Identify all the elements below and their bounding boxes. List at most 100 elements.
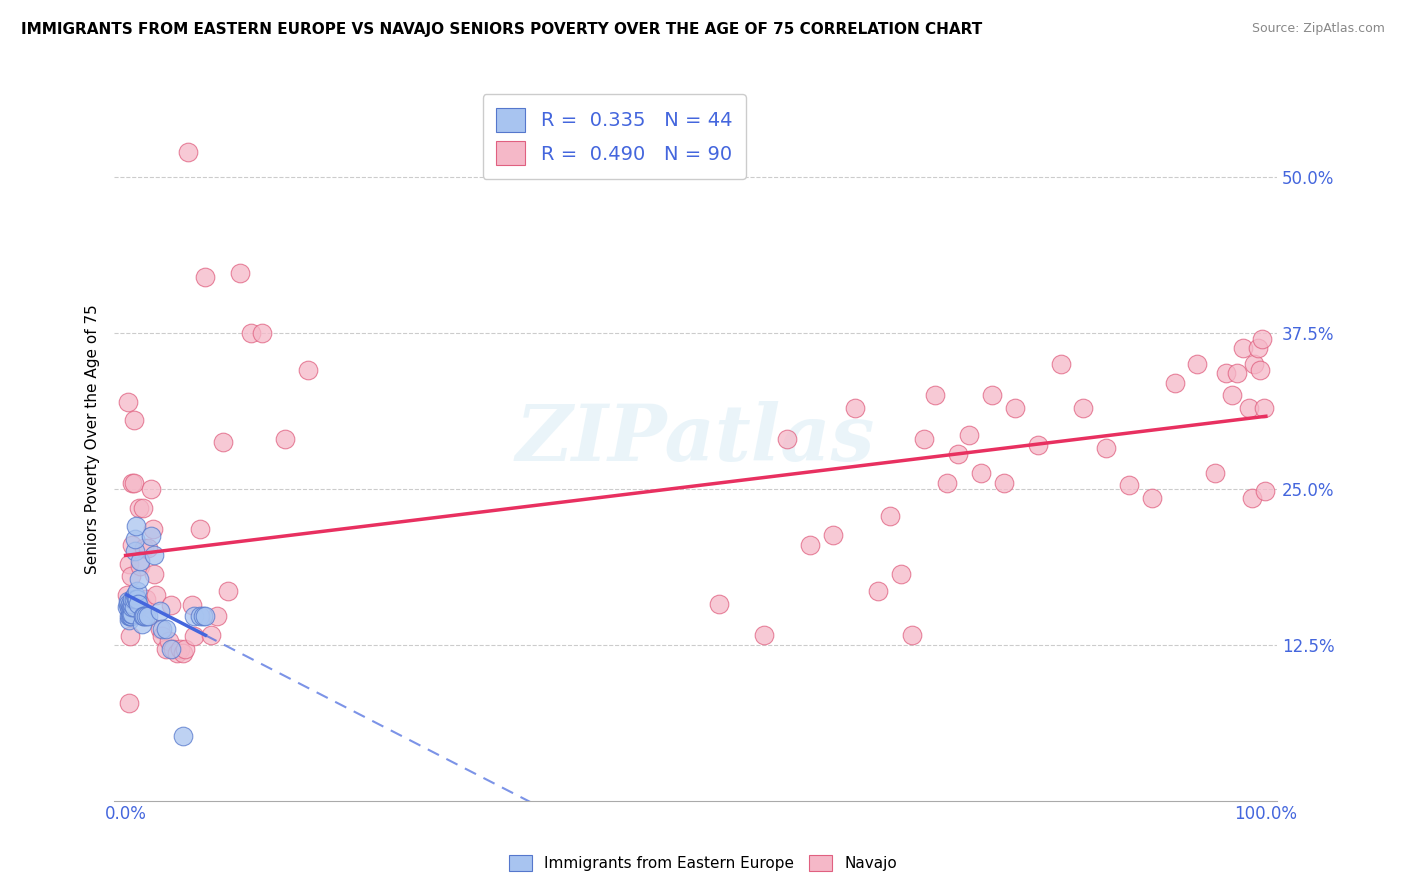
Point: [180, 598, 202, 612]
Point: [120, 569, 142, 583]
Point: [139, 482, 162, 496]
Point: [194, 609, 217, 624]
Point: [868, 584, 890, 599]
Point: [1254, 484, 1277, 499]
Point: [127, 597, 149, 611]
Point: [118, 697, 141, 711]
Point: [131, 500, 153, 515]
Point: [115, 588, 138, 602]
Point: [752, 628, 775, 642]
Point: [1253, 401, 1275, 415]
Point: [970, 466, 993, 480]
Point: [274, 432, 297, 446]
Point: [935, 475, 957, 490]
Point: [799, 538, 821, 552]
Point: [118, 613, 141, 627]
Point: [121, 597, 143, 611]
Point: [1243, 357, 1265, 371]
Point: [142, 522, 165, 536]
Point: [143, 548, 166, 562]
Point: [131, 609, 153, 624]
Point: [120, 598, 142, 612]
Point: [145, 588, 167, 602]
Point: [160, 641, 183, 656]
Point: [128, 500, 150, 515]
Point: [135, 609, 157, 624]
Point: [120, 600, 142, 615]
Point: [121, 591, 143, 606]
Point: [122, 413, 145, 427]
Point: [124, 588, 146, 602]
Point: [150, 629, 173, 643]
Point: [143, 566, 166, 581]
Point: [125, 519, 148, 533]
Point: [124, 544, 146, 558]
Y-axis label: Seniors Poverty Over the Age of 75: Seniors Poverty Over the Age of 75: [86, 304, 100, 574]
Point: [1095, 441, 1118, 455]
Point: [981, 388, 1004, 402]
Point: [946, 447, 969, 461]
Point: [821, 528, 844, 542]
Point: [173, 641, 195, 656]
Point: [124, 604, 146, 618]
Point: [117, 594, 139, 608]
Point: [297, 363, 319, 377]
Point: [1026, 438, 1049, 452]
Point: [120, 609, 142, 624]
Point: [120, 603, 142, 617]
Point: [1251, 332, 1274, 346]
Legend: R =  0.335   N = 44, R =  0.490   N = 90: R = 0.335 N = 44, R = 0.490 N = 90: [482, 95, 747, 178]
Point: [120, 607, 142, 621]
Point: [118, 600, 141, 615]
Legend: Immigrants from Eastern Europe, Navajo: Immigrants from Eastern Europe, Navajo: [503, 849, 903, 877]
Point: [1226, 366, 1249, 380]
Point: [1118, 478, 1140, 492]
Point: [240, 326, 263, 340]
Point: [122, 475, 145, 490]
Point: [1249, 363, 1271, 377]
Point: [200, 628, 222, 642]
Point: [177, 145, 200, 160]
Point: [194, 269, 217, 284]
Point: [1237, 401, 1260, 415]
Point: [122, 600, 145, 615]
Point: [138, 609, 160, 624]
Point: [121, 475, 143, 490]
Point: [1247, 341, 1270, 355]
Point: [1163, 376, 1185, 390]
Point: [121, 607, 143, 621]
Text: Source: ZipAtlas.com: Source: ZipAtlas.com: [1251, 22, 1385, 36]
Point: [1204, 466, 1226, 480]
Point: [162, 641, 184, 656]
Point: [217, 584, 239, 599]
Point: [135, 591, 157, 606]
Point: [125, 591, 148, 606]
Point: [131, 616, 153, 631]
Point: [957, 428, 980, 442]
Point: [776, 432, 799, 446]
Point: [1049, 357, 1071, 371]
Point: [117, 394, 139, 409]
Point: [150, 622, 173, 636]
Point: [149, 604, 172, 618]
Point: [1241, 491, 1264, 505]
Point: [879, 509, 901, 524]
Point: [128, 572, 150, 586]
Point: [121, 538, 143, 552]
Point: [120, 609, 142, 624]
Point: [122, 591, 145, 606]
Point: [149, 622, 172, 636]
Point: [129, 554, 152, 568]
Point: [1215, 366, 1237, 380]
Point: [1073, 401, 1095, 415]
Point: [993, 475, 1015, 490]
Point: [707, 597, 730, 611]
Point: [131, 598, 153, 612]
Point: [252, 326, 274, 340]
Point: [188, 522, 211, 536]
Point: [125, 598, 148, 612]
Point: [125, 584, 148, 599]
Point: [127, 598, 149, 612]
Point: [183, 609, 205, 624]
Point: [172, 647, 194, 661]
